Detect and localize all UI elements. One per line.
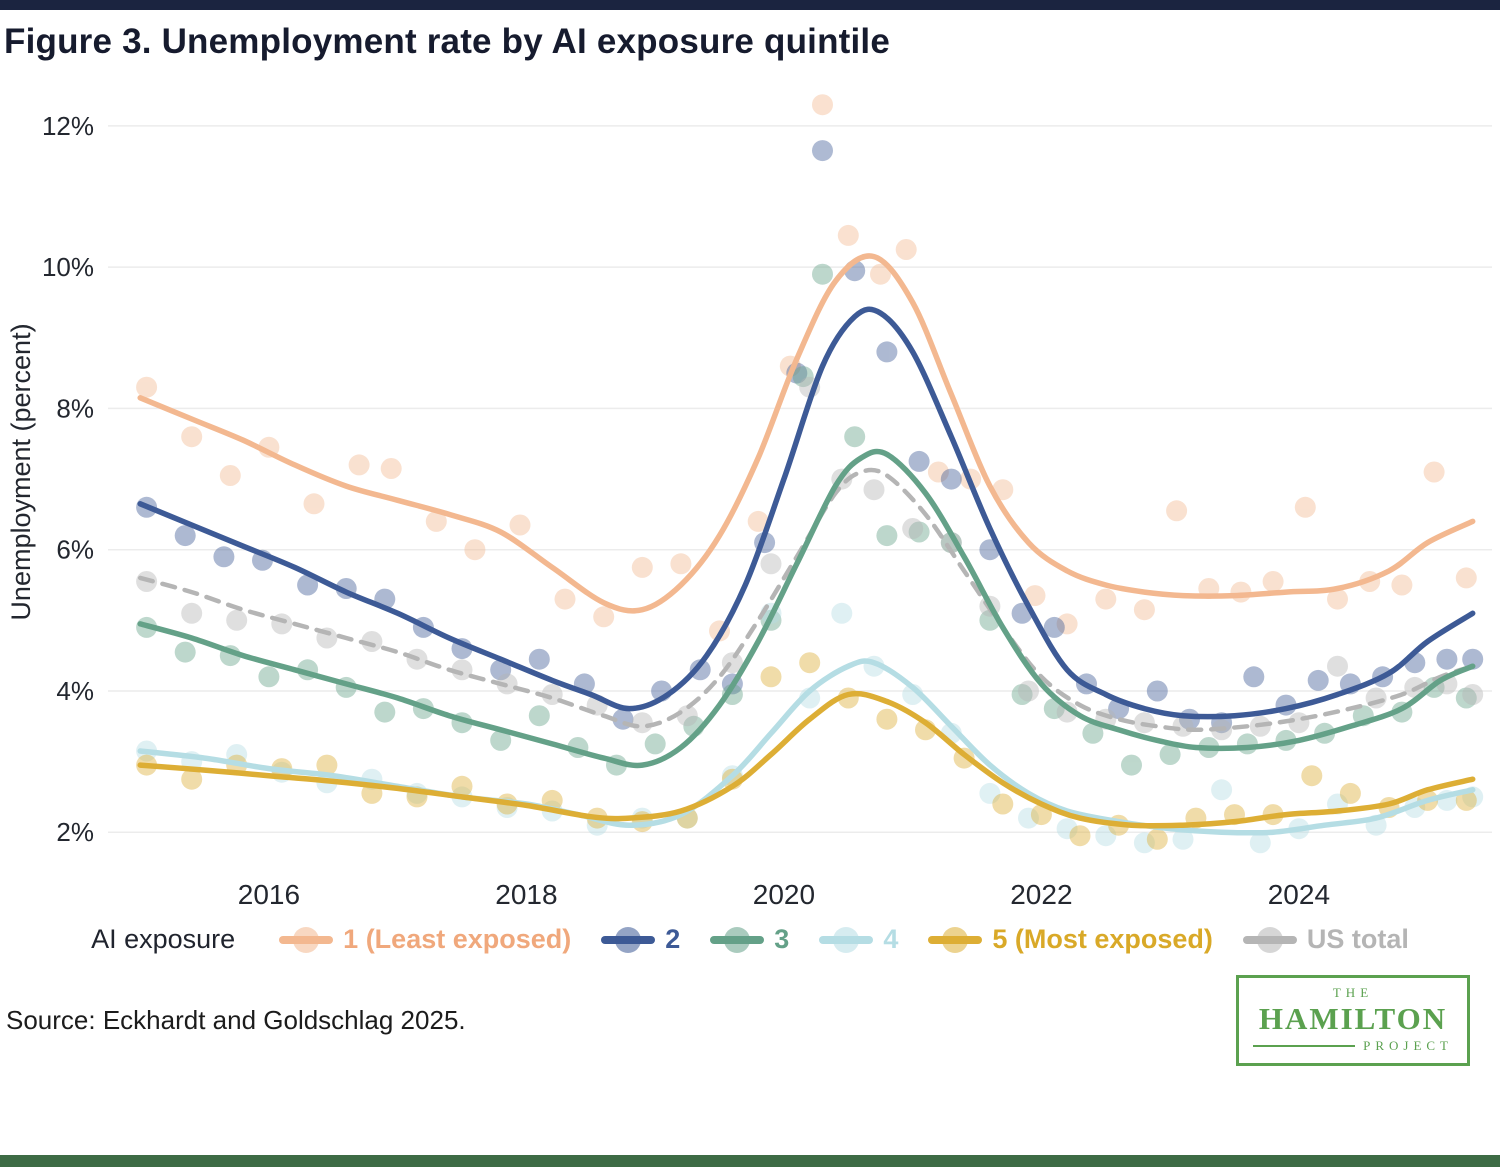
footer-row: Source: Eckhardt and Goldschlag 2025. TH… bbox=[0, 955, 1500, 1067]
x-tick-label: 2018 bbox=[495, 879, 557, 910]
legend-item-6: US total bbox=[1242, 924, 1409, 955]
top-accent-bar bbox=[0, 0, 1500, 10]
x-tick-label: 2020 bbox=[753, 879, 815, 910]
y-axis-label: Unemployment (percent) bbox=[6, 323, 36, 620]
legend-marker-icon bbox=[279, 926, 334, 954]
chart-svg: 2% 4% 6% 8% 10% 12% 2016 2018 2020 2022 2024 Unempl… bbox=[6, 94, 1492, 910]
logo-the-text: THE bbox=[1332, 985, 1374, 1000]
legend-marker-icon bbox=[1242, 926, 1297, 954]
x-tick-label: 2022 bbox=[1010, 879, 1072, 910]
trend-line-1 bbox=[137, 253, 1476, 614]
y-tick-label: 4% bbox=[56, 676, 94, 706]
scatter-group-2 bbox=[136, 140, 1484, 734]
hamilton-project-logo: THE HAMILTON PROJECT bbox=[1236, 975, 1470, 1067]
legend-title: AI exposure bbox=[91, 924, 236, 954]
logo-rule bbox=[1253, 1045, 1356, 1048]
bottom-accent-bar bbox=[0, 1155, 1500, 1167]
legend-label: 3 bbox=[774, 924, 790, 954]
legend-label: 5 (Most exposed) bbox=[992, 924, 1213, 954]
y-tick-label: 6% bbox=[56, 535, 94, 565]
logo-hamilton-text: HAMILTON bbox=[1258, 1000, 1448, 1036]
legend-item-4: 4 bbox=[819, 924, 898, 955]
legend-item-2: 2 bbox=[601, 924, 680, 955]
x-tick-label: 2024 bbox=[1268, 879, 1330, 910]
y-tick-label: 12% bbox=[42, 111, 94, 141]
chart-area: 2% 4% 6% 8% 10% 12% 2016 2018 2020 2022 2024 Unempl… bbox=[0, 64, 1500, 922]
legend-marker-icon bbox=[819, 926, 874, 954]
trend-line-6 bbox=[137, 467, 1475, 733]
y-tick-label: 8% bbox=[56, 393, 94, 423]
legend-label: 2 bbox=[665, 924, 681, 954]
legend-label: 4 bbox=[883, 924, 899, 954]
legend-marker-icon bbox=[601, 926, 656, 954]
legend-marker-icon bbox=[928, 926, 983, 954]
legend-label: 1 (Least exposed) bbox=[343, 924, 572, 954]
legend-item-3: 3 bbox=[710, 924, 789, 955]
legend-item-5: 5 (Most exposed) bbox=[928, 924, 1213, 955]
x-tick-label: 2016 bbox=[238, 879, 300, 910]
logo-project-text: PROJECT bbox=[1363, 1038, 1453, 1054]
legend-items: 1 (Least exposed) 2 3 4 5 (Most exposed) US t… bbox=[279, 924, 1409, 955]
legend-label: US total bbox=[1306, 924, 1409, 954]
trend-line-5 bbox=[137, 690, 1476, 829]
y-tick-label: 10% bbox=[42, 252, 94, 282]
legend-item-1: 1 (Least exposed) bbox=[279, 924, 571, 955]
y-tick-label: 2% bbox=[56, 817, 94, 847]
scatter-group-3 bbox=[136, 263, 1477, 776]
trend-line-3 bbox=[137, 448, 1476, 769]
source-text: Source: Eckhardt and Goldschlag 2025. bbox=[6, 1005, 466, 1036]
page-title: Figure 3. Unemployment rate by AI exposu… bbox=[4, 22, 891, 61]
legend: AI exposure 1 (Least exposed) 2 3 4 5 (Most … bbox=[0, 924, 1500, 955]
trend-line-2 bbox=[137, 306, 1476, 720]
legend-marker-icon bbox=[710, 926, 765, 954]
